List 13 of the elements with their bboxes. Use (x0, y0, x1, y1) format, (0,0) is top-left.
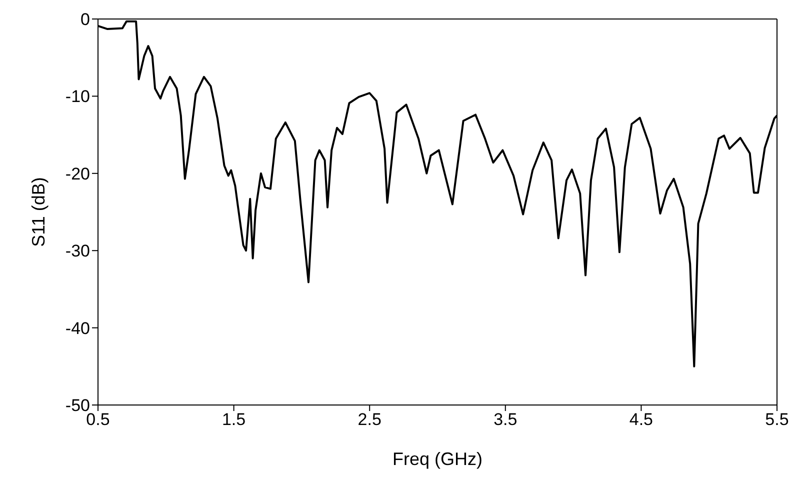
x-tick-label: 4.5 (629, 410, 654, 430)
y-tick-label: -30 (65, 242, 90, 261)
y-tick-label: -10 (65, 87, 90, 106)
x-tick-label: 1.5 (222, 410, 246, 430)
y-tick-label: -20 (65, 164, 90, 184)
x-tick-label: 3.5 (494, 410, 518, 430)
y-tick-label: -40 (65, 318, 90, 338)
x-tick-label: 2.5 (358, 410, 382, 430)
y-axis-title: S11 (dB) (28, 177, 48, 247)
x-tick-label: 5.5 (765, 410, 789, 430)
x-tick-label: 0.5 (86, 410, 110, 430)
y-tick-label: 0 (80, 10, 90, 30)
x-axis-title: Freq (GHz) (392, 449, 482, 469)
